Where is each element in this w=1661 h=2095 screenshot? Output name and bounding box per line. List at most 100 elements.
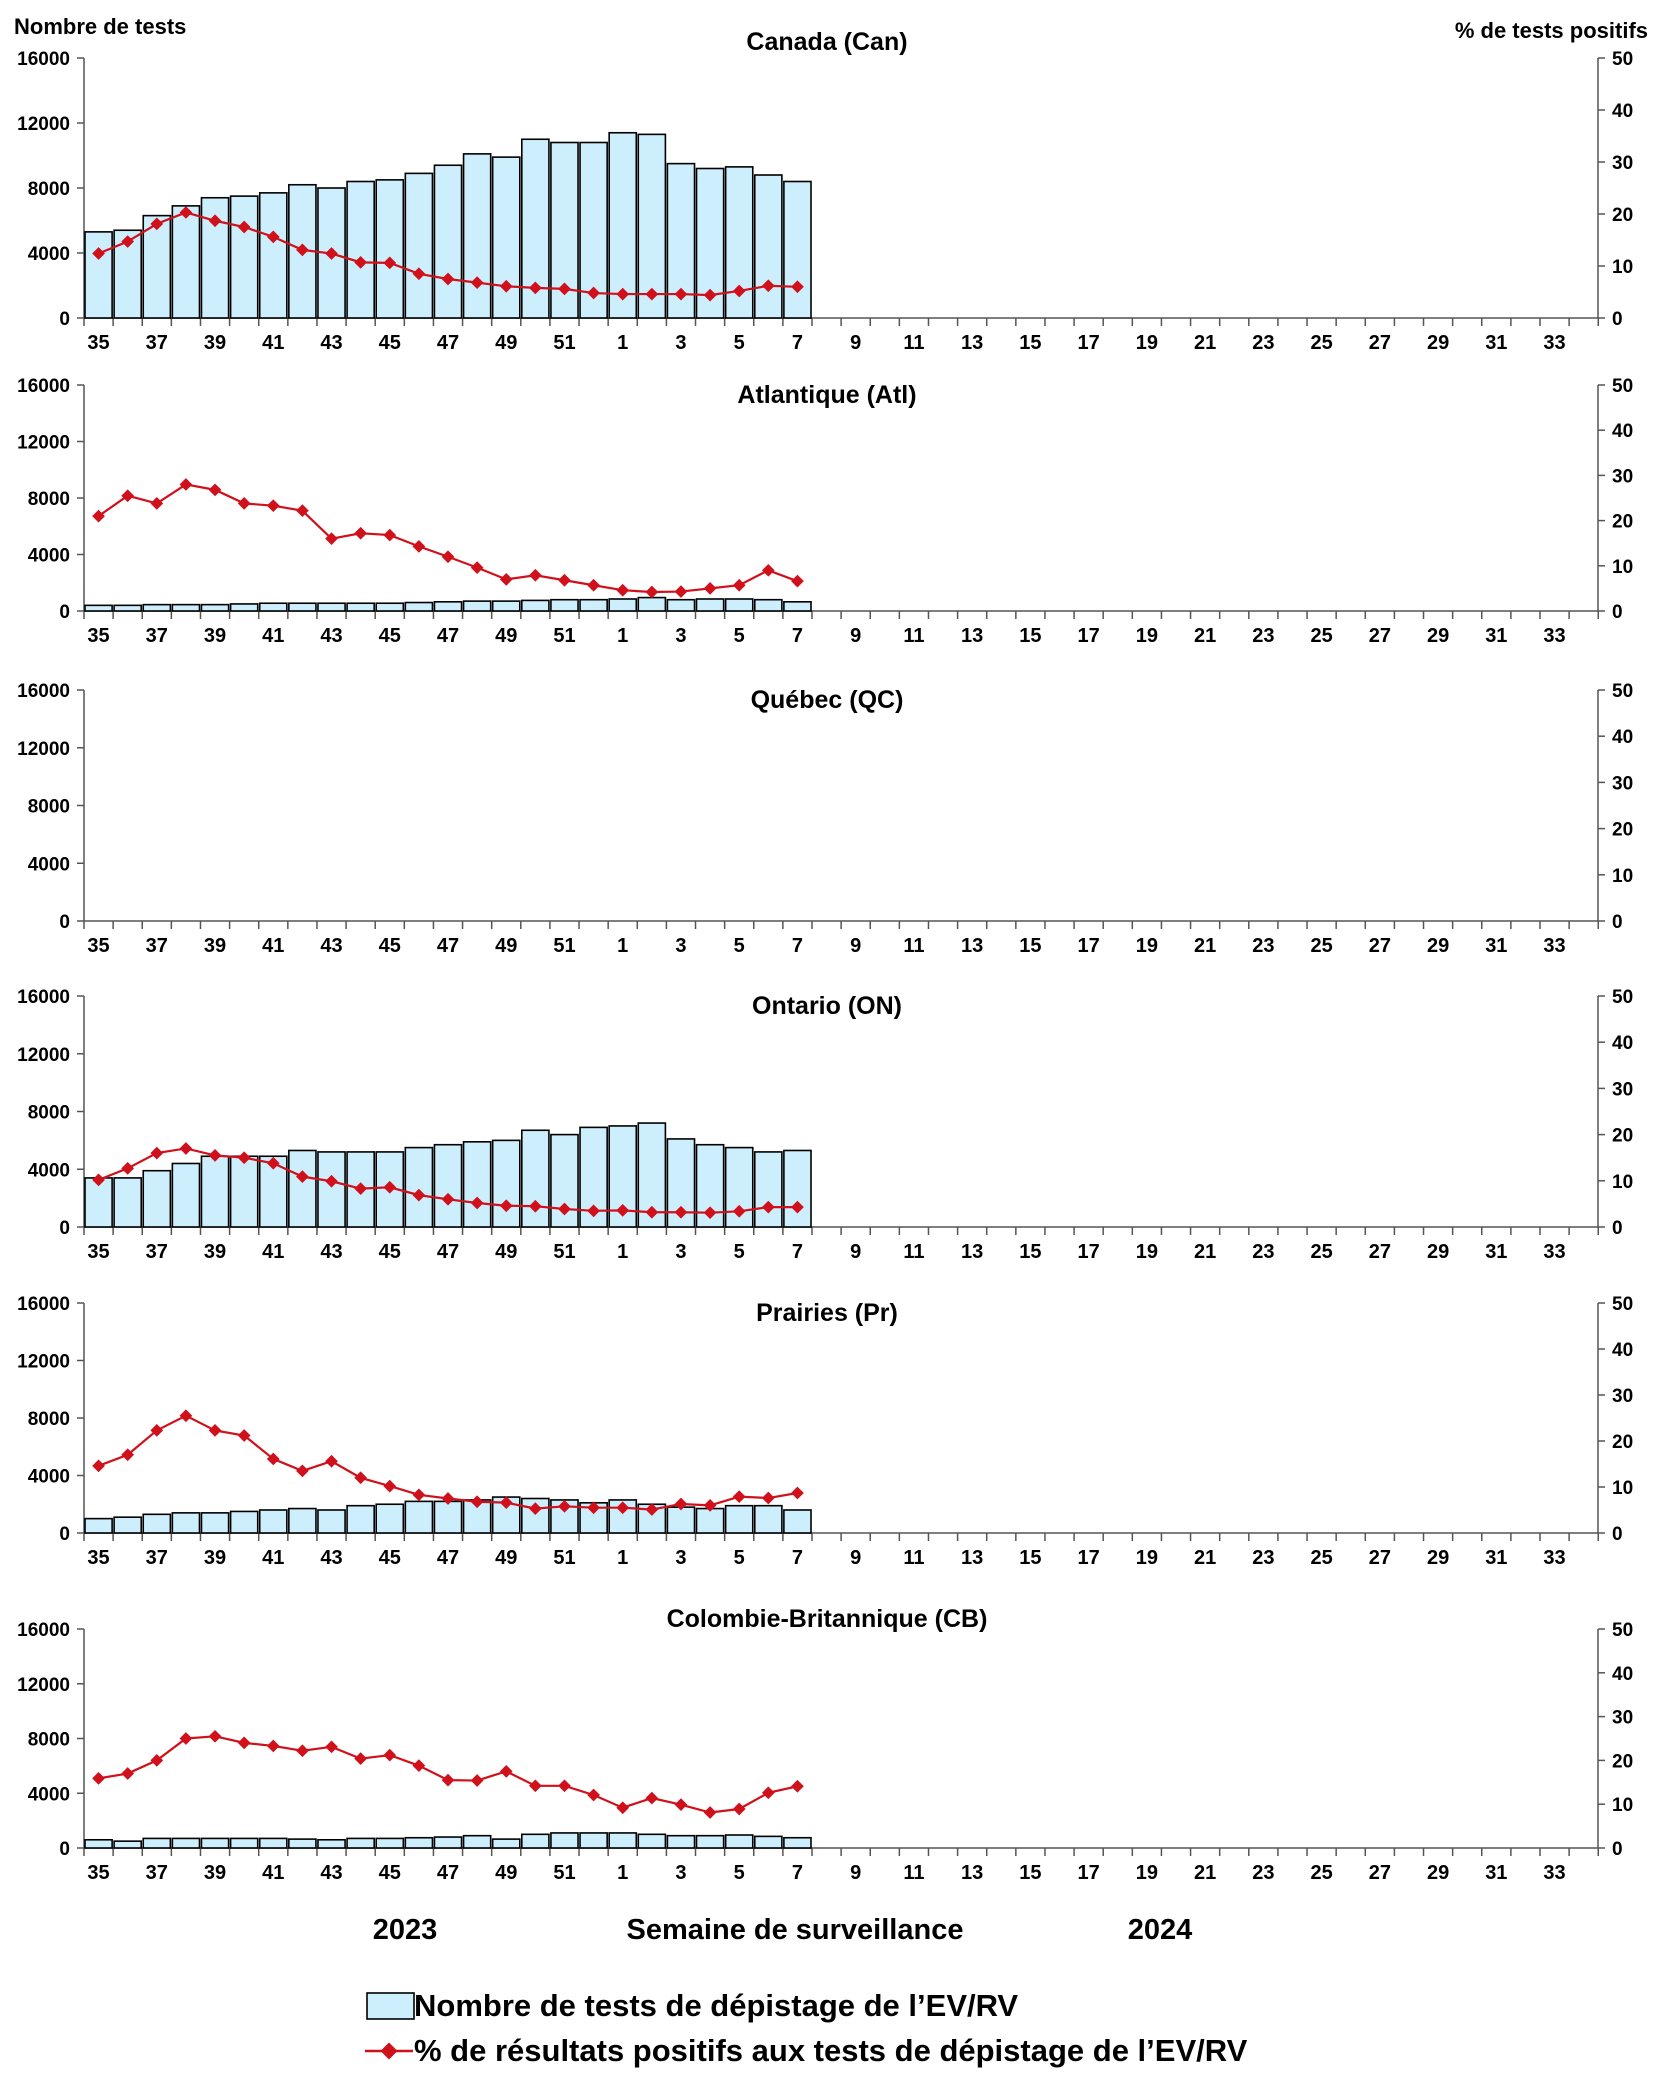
test-count-bar — [84, 1517, 113, 1534]
positivity-point — [412, 1759, 426, 1773]
positivity-point — [296, 243, 309, 257]
positivity-point — [325, 1454, 338, 1468]
x-tick-label: 17 — [1078, 1241, 1100, 1263]
x-tick-label: 3 — [675, 1862, 686, 1884]
x-tick-label: 43 — [320, 1241, 342, 1263]
right-y-tick-label: 40 — [1612, 1033, 1633, 1054]
left-axis-title: Nombre de tests — [14, 14, 186, 39]
test-count-bar — [258, 1509, 288, 1534]
positivity-point — [732, 1490, 746, 1504]
x-tick-label: 27 — [1369, 1241, 1391, 1263]
x-tick-label: 11 — [903, 1547, 924, 1569]
x-tick-label: 11 — [903, 625, 924, 647]
x-tick-label: 47 — [437, 935, 459, 957]
test-count-bar — [579, 1832, 608, 1849]
x-tick-label: 39 — [204, 625, 226, 647]
x-tick-label: 43 — [320, 332, 342, 354]
test-count-bar — [113, 1516, 143, 1534]
test-count-bar — [171, 1162, 201, 1228]
x-tick-label: 31 — [1485, 1241, 1507, 1263]
test-count-bar — [491, 156, 521, 319]
legend: Nombre de tests de dépistage de l’EV/RV … — [365, 1988, 1248, 2068]
x-tick-label: 19 — [1136, 332, 1158, 354]
test-count-bar — [753, 1835, 783, 1849]
positivity-point — [266, 1739, 280, 1753]
test-count-bar — [171, 205, 201, 319]
x-tick-label: 37 — [146, 1862, 168, 1884]
positivity-point — [674, 585, 688, 598]
test-count-bar — [433, 601, 463, 612]
x-tick-label: 37 — [146, 625, 168, 647]
test-count-bar — [346, 1837, 375, 1849]
x-tick-label: 13 — [961, 332, 983, 354]
left-y-tick-label: 8000 — [28, 1409, 70, 1430]
x-tick-label: 5 — [734, 935, 745, 957]
x-tick-label: 29 — [1427, 935, 1449, 957]
x-tick-label: 41 — [262, 332, 284, 354]
positivity-point — [237, 220, 251, 234]
right-axis-title: % de tests positifs — [1455, 18, 1648, 43]
x-tick-label: 9 — [850, 332, 861, 354]
x-tick-label: 25 — [1310, 332, 1332, 354]
test-count-bar — [142, 1837, 172, 1849]
positivity-point — [499, 572, 513, 586]
x-tick-label: 11 — [903, 332, 924, 354]
x-tick-label: 1 — [617, 1241, 628, 1263]
x-tick-label: 35 — [87, 332, 109, 354]
test-count-bar — [142, 214, 172, 319]
test-count-bar — [550, 598, 579, 612]
positivity-point — [441, 272, 455, 286]
positivity-point — [296, 1464, 309, 1478]
x-tick-label: 31 — [1485, 1862, 1507, 1884]
x-tick-label: 13 — [961, 1862, 983, 1884]
right-y-tick-label: 30 — [1612, 773, 1633, 794]
left-y-tick-label: 0 — [59, 912, 70, 933]
x-tick-label: 29 — [1427, 625, 1449, 647]
test-count-bar — [491, 600, 521, 612]
test-count-bar — [404, 1836, 434, 1849]
test-count-bar — [288, 602, 317, 612]
x-tick-label: 39 — [204, 332, 226, 354]
test-count-bar — [404, 172, 434, 319]
test-count-bar — [200, 603, 230, 612]
test-count-bar — [258, 602, 288, 612]
left-y-tick-label: 12000 — [17, 1675, 70, 1696]
test-count-bar — [433, 1836, 463, 1849]
left-y-tick-label: 4000 — [28, 1160, 70, 1181]
right-y-tick-label: 20 — [1612, 1751, 1633, 1772]
test-count-bar — [404, 1500, 434, 1534]
positivity-point — [325, 247, 338, 260]
left-y-tick-label: 4000 — [28, 854, 70, 875]
x-tick-label: 23 — [1252, 1862, 1274, 1884]
test-count-bar — [200, 1512, 230, 1534]
left-y-tick-label: 12000 — [17, 1045, 70, 1066]
positivity-point — [325, 1740, 338, 1754]
test-count-bar — [608, 598, 638, 612]
test-count-bar — [637, 596, 667, 612]
x-tick-label: 19 — [1136, 935, 1158, 957]
left-y-tick-label: 12000 — [17, 739, 70, 760]
positivity-point — [587, 1788, 600, 1802]
x-tick-label: 51 — [553, 935, 575, 957]
x-tick-label: 23 — [1252, 332, 1274, 354]
right-y-tick-label: 50 — [1612, 1294, 1633, 1315]
test-count-bar — [433, 1143, 463, 1228]
x-tick-label: 27 — [1369, 935, 1391, 957]
right-y-tick-label: 10 — [1612, 866, 1633, 887]
test-count-bar — [666, 1834, 696, 1849]
positivity-point — [121, 1161, 135, 1175]
positivity-point — [208, 1424, 222, 1437]
left-y-tick-label: 16000 — [17, 49, 70, 70]
panel-title: Canada (Can) — [746, 28, 907, 56]
x-tick-label: 39 — [204, 1241, 226, 1263]
positivity-point — [791, 1486, 804, 1500]
right-y-tick-label: 50 — [1612, 681, 1633, 702]
x-tick-label: 15 — [1019, 1241, 1041, 1263]
positivity-point — [121, 235, 135, 248]
x-tick-label: 29 — [1427, 332, 1449, 354]
test-count-bar — [142, 1513, 172, 1534]
x-tick-label: 51 — [553, 1862, 575, 1884]
test-count-bar — [171, 1837, 201, 1849]
test-count-bar — [783, 1836, 812, 1849]
